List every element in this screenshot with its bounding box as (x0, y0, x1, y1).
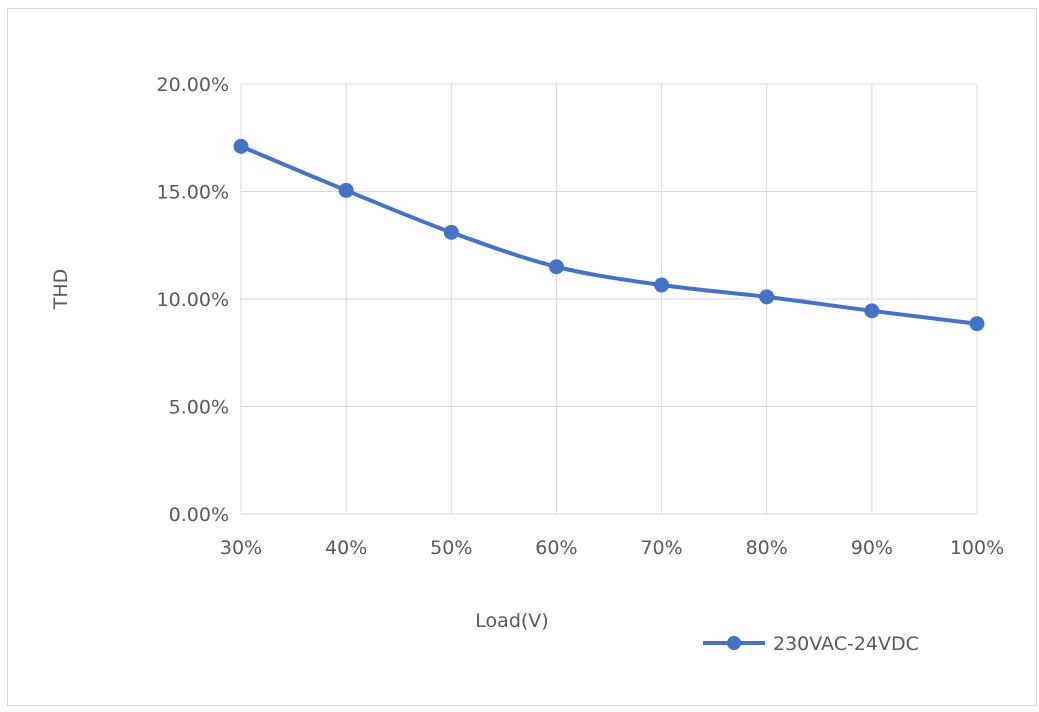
y-tick-label: 5.00% (169, 397, 229, 419)
legend-label: 230VAC-24VDC (773, 633, 919, 655)
x-tick-label: 100% (950, 537, 1004, 559)
y-tick-label: 15.00% (157, 182, 229, 204)
series-line (240, 144, 978, 326)
x-tick-label: 80% (746, 537, 788, 559)
y-tick-label: 20.00% (157, 74, 229, 96)
x-tick-label: 40% (325, 537, 367, 559)
thd-line-chart: 0.00% 5.00% 10.00% 15.00% 20.00% 30% 40% 50% 60… (50, 74, 1004, 655)
legend-point-marker (727, 636, 741, 650)
y-tick-label: 10.00% (157, 289, 229, 311)
y-tick-labels: 0.00% 5.00% 10.00% 15.00% 20.00% (157, 74, 229, 526)
data-point (443, 224, 459, 240)
x-tick-label: 90% (851, 537, 893, 559)
series-group (233, 138, 985, 332)
y-tick-label: 0.00% (169, 504, 229, 526)
data-point (759, 289, 775, 305)
data-point (864, 303, 880, 319)
data-point (233, 138, 249, 154)
data-point (548, 259, 564, 275)
x-axis-label: Load(V) (475, 610, 548, 632)
x-tick-label: 70% (640, 537, 682, 559)
x-tick-label: 60% (535, 537, 577, 559)
y-axis-label: THD (50, 269, 72, 311)
x-tick-label: 50% (430, 537, 472, 559)
data-point (654, 277, 670, 293)
data-point (338, 182, 354, 198)
chart-frame: 0.00% 5.00% 10.00% 15.00% 20.00% 30% 40% 50% 60… (7, 8, 1037, 706)
data-point (969, 316, 985, 332)
x-tick-label: 30% (220, 537, 262, 559)
gridlines (240, 83, 978, 515)
legend: 230VAC-24VDC (703, 633, 919, 655)
x-tick-labels: 30% 40% 50% 60% 70% 80% 90% 100% (220, 537, 1004, 559)
